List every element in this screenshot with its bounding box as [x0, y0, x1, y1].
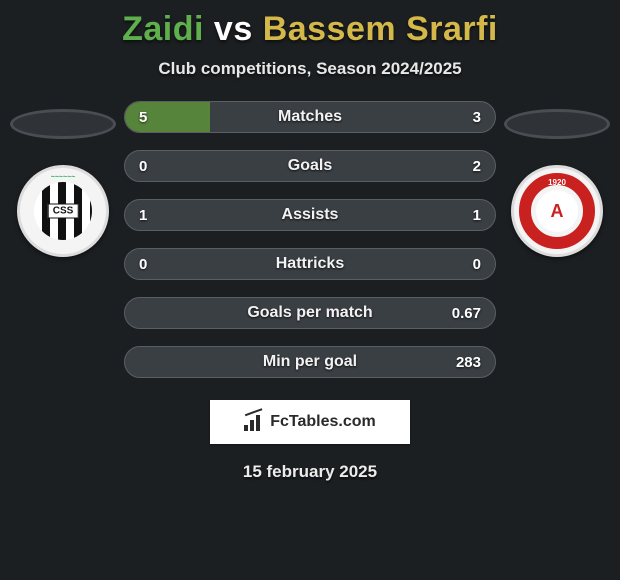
left-side: ~~~~~~ CSS [8, 101, 118, 257]
subtitle: Club competitions, Season 2024/2025 [0, 59, 620, 79]
player1-club-crest: ~~~~~~ CSS [17, 165, 109, 257]
stat-value-right: 1 [473, 207, 481, 224]
stat-value-right: 0.67 [452, 305, 481, 322]
right-ellipse-shadow [504, 109, 610, 139]
stat-value-right: 2 [473, 158, 481, 175]
stat-row: 0Goals2 [124, 150, 496, 182]
stat-label: Hattricks [125, 255, 495, 273]
crest-left-script: ~~~~~~ [20, 174, 106, 181]
source-text: FcTables.com [270, 413, 376, 431]
title-vs: vs [204, 10, 263, 48]
page-title: Zaidi vs Bassem Srarfi [0, 0, 620, 49]
player2-club-crest: 1920 A [511, 165, 603, 257]
stat-value-right: 3 [473, 109, 481, 126]
stat-value-right: 283 [456, 354, 481, 371]
stat-label: Min per goal [125, 353, 495, 371]
stat-row: Goals per match0.67 [124, 297, 496, 329]
player1-name: Zaidi [122, 10, 204, 48]
comparison-infographic: Zaidi vs Bassem Srarfi Club competitions… [0, 0, 620, 580]
crest-left-initials: CSS [48, 204, 79, 219]
stat-row: Min per goal283 [124, 346, 496, 378]
date-text: 15 february 2025 [0, 462, 620, 482]
fctables-logo-icon [244, 413, 264, 431]
crest-right-year: 1920 [514, 178, 600, 187]
stat-label: Matches [125, 108, 495, 126]
stat-label: Goals per match [125, 304, 495, 322]
source-badge: FcTables.com [210, 400, 410, 444]
stat-bars: 5Matches30Goals21Assists10Hattricks0Goal… [118, 101, 502, 378]
stat-row: 1Assists1 [124, 199, 496, 231]
stat-label: Goals [125, 157, 495, 175]
stat-row: 5Matches3 [124, 101, 496, 133]
left-ellipse-shadow [10, 109, 116, 139]
stat-label: Assists [125, 206, 495, 224]
stat-row: 0Hattricks0 [124, 248, 496, 280]
crest-right-initial: A [536, 190, 578, 232]
right-side: 1920 A [502, 101, 612, 257]
player2-name: Bassem Srarfi [263, 10, 498, 48]
stat-value-right: 0 [473, 256, 481, 273]
content-row: ~~~~~~ CSS 5Matches30Goals21Assists10Hat… [0, 101, 620, 378]
